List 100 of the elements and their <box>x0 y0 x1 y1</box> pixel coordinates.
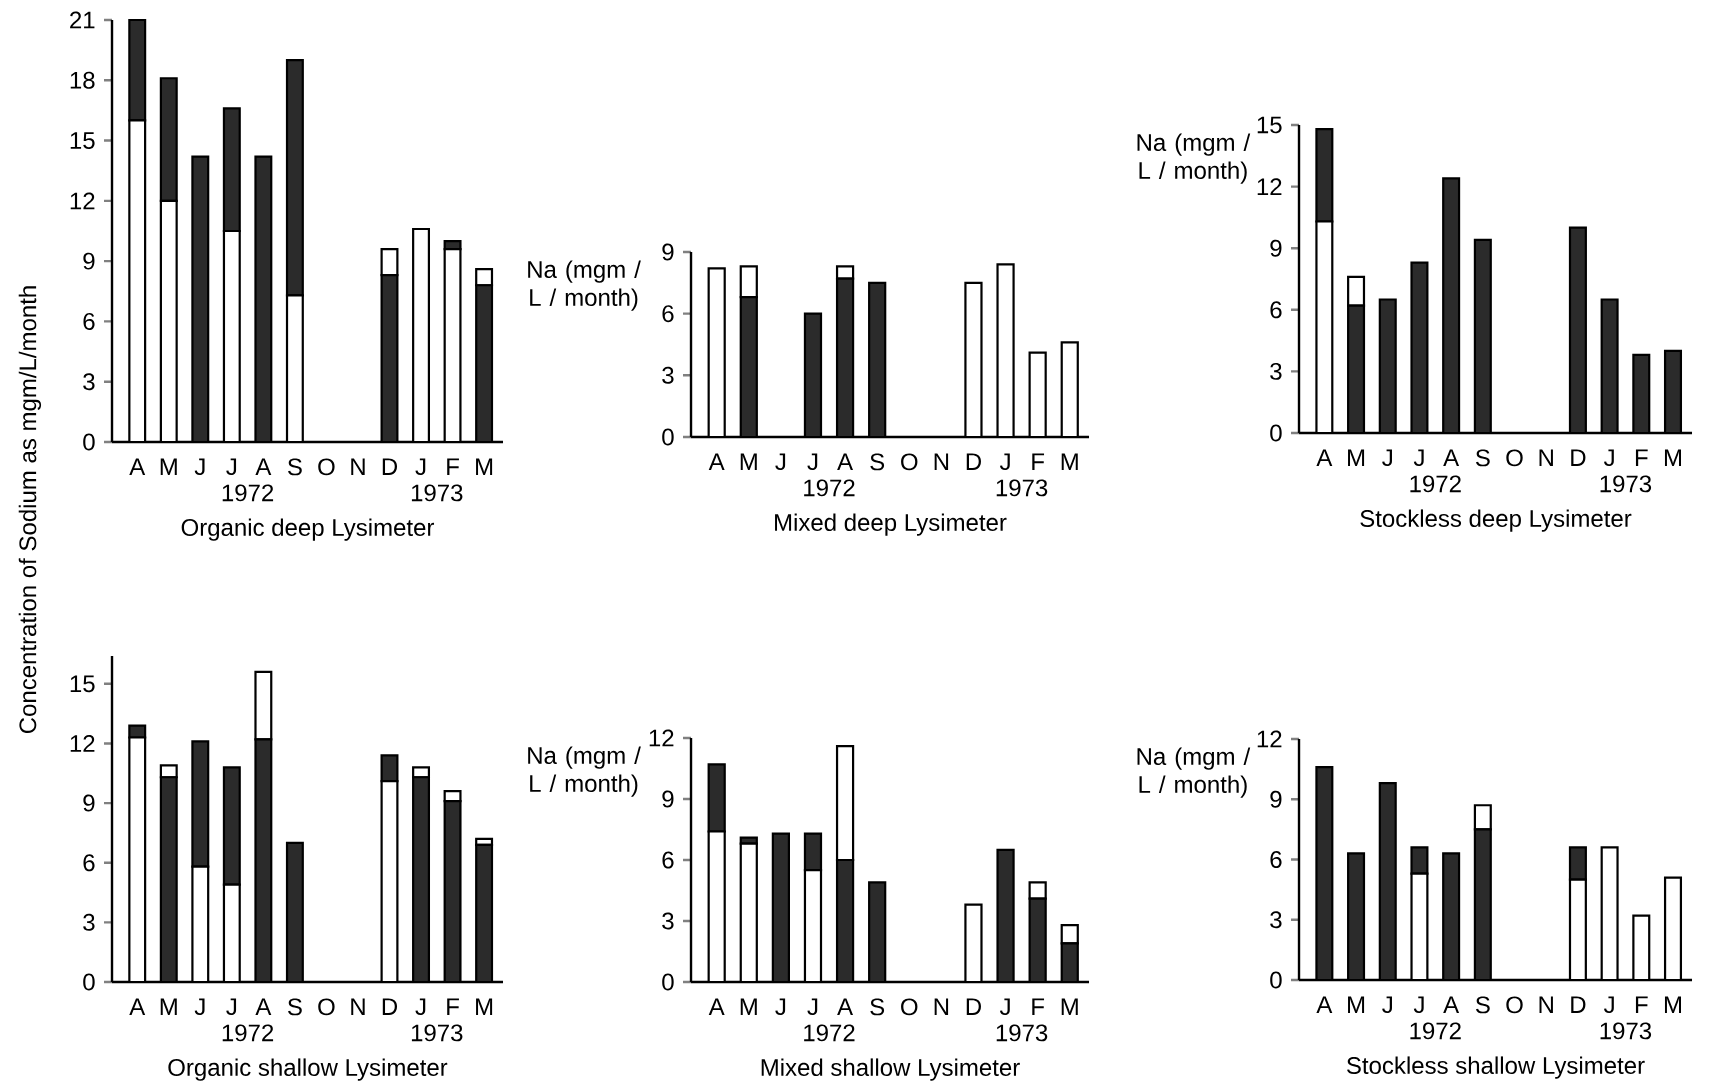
x-tick-label: A <box>837 453 854 470</box>
x-tick-label: F <box>447 998 459 1015</box>
y-axis-title: Na (mgm / L / month) <box>1137 133 1251 184</box>
x-tick-label: J <box>1603 449 1614 467</box>
x-tick-label: S <box>287 458 302 476</box>
x-tick-label: J <box>194 998 205 1016</box>
x-tick-label: D <box>382 458 398 475</box>
x-tick-label: J <box>226 998 237 1016</box>
y-axis-title: Concentration of Sodium as mgm/L/month <box>18 286 42 734</box>
x-tick-label: J <box>807 453 818 471</box>
y-tick-label: 3 <box>1270 362 1282 380</box>
x-tick-label: A <box>1443 449 1460 466</box>
x-tick-label: D <box>966 453 981 470</box>
y-tick-label: 6 <box>1270 301 1282 319</box>
x-axis-title: Stockless shallow Lysimeter <box>1347 1056 1645 1079</box>
x-tick-label: J <box>226 458 237 476</box>
x-tick-label: J <box>415 458 426 476</box>
x-tick-label: J <box>999 998 1010 1016</box>
x-tick-label: N <box>351 458 365 475</box>
x-tick-label: M <box>1348 449 1365 466</box>
y-tick-label: 9 <box>83 252 95 270</box>
x-tick-label: S <box>1475 996 1490 1014</box>
x-tick-label: M <box>1061 453 1078 470</box>
text: 1973 <box>411 484 463 502</box>
x-tick-label: J <box>1382 449 1392 467</box>
x-tick-label: D <box>966 998 981 1015</box>
x-tick-label: S <box>287 998 302 1016</box>
x-tick-label: M <box>740 998 757 1015</box>
text: 1973 <box>996 1024 1048 1042</box>
x-tick-label: J <box>1413 449 1424 467</box>
text: 1973 <box>411 1024 463 1042</box>
x-tick-label: M <box>1061 998 1078 1015</box>
text: 1972 <box>1410 475 1461 493</box>
x-axis-title: Organic shallow Lysimeter <box>168 1058 448 1081</box>
y-tick-label: 9 <box>662 243 674 261</box>
x-tick-label: N <box>934 998 949 1015</box>
x-tick-label: M <box>160 458 177 475</box>
text: 1972 <box>804 479 855 497</box>
x-tick-label: D <box>1571 996 1586 1013</box>
x-tick-label: O <box>901 453 918 471</box>
y-tick-label: 15 <box>70 675 95 693</box>
y-tick-label: 9 <box>1270 239 1282 257</box>
x-tick-label: J <box>415 998 426 1016</box>
y-tick-label: 21 <box>70 11 95 29</box>
x-tick-label: A <box>837 998 854 1015</box>
x-tick-label: D <box>1571 449 1586 466</box>
x-tick-label: M <box>1664 996 1681 1013</box>
x-tick-label: M <box>1664 449 1681 466</box>
x-tick-label: N <box>1539 449 1553 466</box>
x-tick-label: M <box>1348 996 1365 1013</box>
x-tick-label: M <box>476 458 493 475</box>
x-tick-label: M <box>160 998 177 1015</box>
x-tick-label: M <box>476 998 493 1015</box>
x-tick-label: A <box>255 998 272 1015</box>
y-axis-title: Na (mgm / L / month) <box>1137 747 1251 798</box>
y-tick-label: 6 <box>83 312 95 330</box>
y-tick-label: 12 <box>1257 178 1282 195</box>
y-tick-label: 3 <box>662 366 674 384</box>
x-tick-label: F <box>1635 449 1648 466</box>
y-tick-label: 0 <box>662 973 674 991</box>
x-tick-label: A <box>129 458 146 475</box>
y-tick-label: 3 <box>662 912 674 930</box>
y-tick-label: 0 <box>662 428 674 446</box>
y-tick-label: 6 <box>662 305 674 323</box>
x-axis-title: Stockless deep Lysimeter <box>1360 509 1632 532</box>
y-tick-label: 3 <box>83 373 95 391</box>
x-tick-label: J <box>775 453 786 471</box>
x-tick-label: J <box>775 998 786 1016</box>
y-tick-label: 9 <box>662 790 674 808</box>
text: 1973 <box>1600 1022 1652 1040</box>
text: 1972 <box>804 1024 855 1042</box>
y-tick-label: 0 <box>83 433 95 451</box>
y-tick-label: 6 <box>1270 851 1282 868</box>
x-tick-label: O <box>318 998 335 1016</box>
y-tick-label: 0 <box>1270 971 1282 989</box>
x-tick-label: F <box>1635 996 1648 1013</box>
x-tick-label: J <box>999 453 1010 471</box>
text: 1973 <box>1600 475 1652 493</box>
text: 1972 <box>222 484 274 502</box>
text: 1972 <box>1410 1022 1461 1040</box>
y-tick-label: 3 <box>1270 911 1282 929</box>
text: 1973 <box>996 479 1048 497</box>
x-tick-label: M <box>740 453 757 470</box>
y-tick-label: 0 <box>83 973 95 991</box>
x-axis-title: Mixed deep Lysimeter <box>775 513 1007 536</box>
x-tick-label: A <box>129 998 146 1015</box>
text: 1972 <box>222 1024 274 1042</box>
y-tick-label: 18 <box>70 71 95 89</box>
y-tick-label: 6 <box>662 851 674 869</box>
x-axis-title: Mixed shallow Lysimeter <box>761 1058 1020 1081</box>
x-tick-label: J <box>1603 996 1614 1014</box>
y-tick-label: 12 <box>70 735 95 752</box>
y-tick-label: 6 <box>83 854 95 872</box>
x-tick-label: O <box>318 458 335 476</box>
x-tick-label: A <box>708 998 725 1015</box>
x-tick-label: N <box>1539 996 1553 1013</box>
y-tick-label: 12 <box>649 729 674 747</box>
y-axis-title: Na (mgm / L / month) <box>528 260 641 311</box>
x-tick-label: F <box>447 458 459 475</box>
x-tick-label: S <box>870 998 885 1016</box>
